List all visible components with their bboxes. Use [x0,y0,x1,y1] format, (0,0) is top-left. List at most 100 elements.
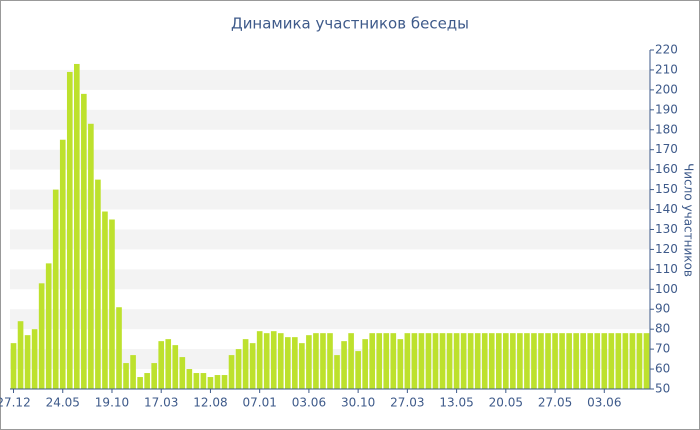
bar [432,333,439,389]
x-tick-label: 13.05 [439,396,473,410]
x-tick-label: 24.05 [46,396,80,410]
bar [622,333,629,389]
bar [102,211,108,389]
bar [116,307,122,389]
bar [545,333,551,389]
bar [130,355,136,389]
bar [594,333,601,389]
grid-band [10,269,650,290]
bar [348,333,354,389]
bar [334,355,340,389]
bar [341,341,347,389]
y-tick-label: 100 [655,282,678,296]
bar [538,333,544,389]
bar [397,339,404,389]
bar [109,219,115,389]
x-tick-label: 17.03 [144,396,178,410]
bar [327,333,333,389]
bar [601,333,608,389]
bar [31,329,38,389]
bar [186,369,193,389]
bar [249,343,256,389]
x-tick-label: 07.01 [242,396,276,410]
bar [88,123,94,390]
bar [313,333,319,389]
bar [517,333,523,389]
grid-band [10,69,650,90]
y-tick-label: 150 [655,182,678,196]
bar [425,333,432,389]
bar [629,333,636,389]
x-tick-label: 03.06 [292,396,326,410]
y-tick-label: 140 [655,202,678,216]
bar [615,333,622,389]
bar [531,333,537,389]
y-tick-label: 110 [655,262,678,276]
bar [158,341,165,389]
bar [200,373,207,389]
bar [453,333,460,389]
bar [24,335,31,389]
bar [369,333,376,389]
bar [439,333,446,389]
bar [383,333,390,389]
bar [467,333,474,389]
y-tick-label: 90 [655,302,670,316]
y-tick-label: 190 [655,102,678,116]
bar [45,263,52,389]
y-tick-label: 70 [655,342,670,356]
bar [52,189,59,389]
bar [214,375,221,389]
bar [17,321,24,389]
y-tick-label: 60 [655,362,670,376]
bar [292,337,298,389]
y-tick-label: 170 [655,142,678,156]
x-tick-label: 30.10 [341,396,375,410]
bar [559,333,565,389]
bar [376,333,383,389]
bar [636,333,643,389]
y-tick-label: 160 [655,162,678,176]
bar [446,333,453,389]
bar [355,351,361,389]
bar [66,71,73,389]
bar [608,333,615,389]
bar [552,333,558,389]
bar [81,93,87,389]
y-tick-label: 120 [655,242,678,256]
bar [221,375,228,389]
bar [411,333,418,389]
bar [95,179,101,389]
bar [299,343,305,389]
grid-band [10,109,650,130]
y-tick-label: 50 [655,382,670,396]
grid-band [10,189,650,210]
bar [418,333,425,389]
bar [362,339,368,389]
y-axis-label: Число участников [682,163,696,277]
bar [643,333,650,389]
bar [59,139,66,389]
bar [495,333,502,389]
bar [580,333,586,389]
y-tick-label: 200 [655,82,678,96]
bar [320,333,326,389]
bar [144,373,150,389]
bar [137,377,143,389]
x-tick-label: 27.03 [390,396,424,410]
bar [172,345,179,389]
grid-band [10,309,650,330]
bar [488,333,495,389]
bar [179,357,186,389]
bar [284,337,291,389]
bar [123,363,129,389]
bar [510,333,516,389]
bar [277,333,284,389]
y-tick-label: 220 [655,43,678,57]
bar [38,283,45,389]
bar [193,373,200,389]
chart-title: Динамика участников беседы [231,15,469,33]
bar [235,349,242,389]
bar [263,333,270,389]
